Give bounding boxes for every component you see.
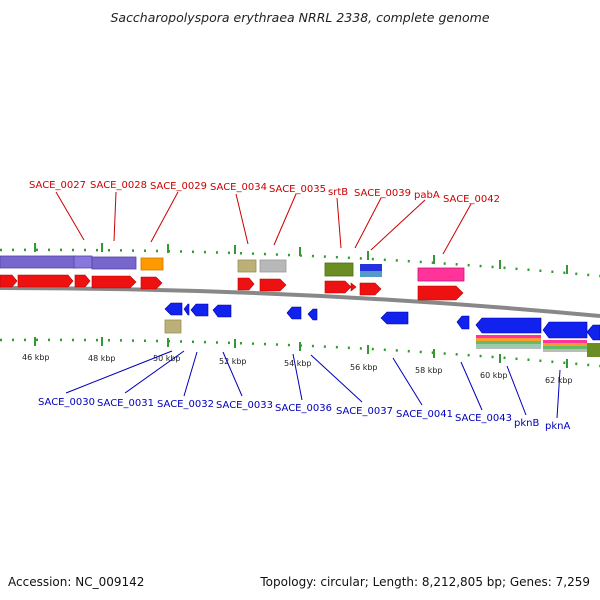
label-connector [556,369,561,419]
reverse-gene-arrow [380,311,409,325]
label-connector [222,351,243,397]
label-connector [460,361,483,411]
label-connector [273,193,297,246]
reverse-gene-arrow [307,308,318,321]
gene-label-bottom: SACE_0033 [216,400,273,411]
tick-label: 52 kbp [219,357,247,366]
label-connector [235,193,249,245]
reverse-gene-arrow [183,303,190,316]
forward-gene-arrow [237,277,255,291]
reverse-gene-arrow [286,306,302,320]
gene-label-top: SACE_0027 [29,180,86,191]
tick-label: 46 kbp [22,353,50,362]
label-connector [292,353,303,401]
reverse-gene-arrow [164,302,183,316]
forward-gene-arrow [417,285,464,301]
tick-label: 54 kbp [284,359,312,368]
label-connector [506,365,527,416]
label-connector [55,191,85,241]
reverse-gene-arrow [212,304,232,318]
gene-label-top: SACE_0039 [354,188,411,199]
gene-label-bottom: SACE_0036 [275,403,332,414]
feature-khaki [237,259,257,273]
feature-khaki [164,319,182,334]
gene-label-bottom: SACE_0041 [396,409,453,420]
gene-label-bottom: pknA [545,421,570,432]
forward-gene-arrow [259,278,287,292]
forward-gene-arrow [324,280,352,294]
forward-gene-arrow [91,275,137,289]
reverse-gene-arrow [475,317,542,334]
label-connector [370,199,426,251]
forward-gene-arrow [0,274,18,288]
label-connector [65,350,173,394]
label-connector [310,354,363,403]
reverse-gene-arrow [586,324,600,341]
gene-label-bottom: pknB [514,418,539,429]
forward-gene-arrow [140,276,163,290]
feature-pink [417,267,465,282]
gene-label-top: SACE_0028 [90,180,147,191]
feature-purple [0,255,77,269]
feature-gray [259,259,287,273]
feature-blue [360,264,382,271]
label-connector [183,351,198,397]
label-connector [442,203,472,255]
tick-label: 50 kbp [153,354,181,363]
feature-purple [73,255,93,269]
accession-text: Accession: NC_009142 [8,575,145,589]
gene-label-bottom: SACE_0032 [157,399,214,410]
feature-lightblue [360,271,382,277]
gene-label-top: pabA [414,190,440,201]
forward-gene-arrow [17,274,74,288]
label-connector [354,197,382,249]
reverse-gene-arrow [456,315,470,330]
reverse-gene-arrow [542,321,588,339]
tick-label: 56 kbp [350,363,378,372]
forward-gene-arrow [359,282,382,296]
gene-label-bottom: SACE_0031 [97,398,154,409]
gene-label-top: SACE_0035 [269,184,326,195]
gene-label-bottom: SACE_0043 [455,413,512,424]
map-title: Saccharopolyspora erythraea NRRL 2338, c… [110,10,490,25]
tick-label: 48 kbp [88,354,116,363]
tick-label: 62 kbp [545,376,573,385]
forward-gene-arrow [74,274,91,288]
feature-orange [140,257,164,271]
genome-backbone [0,286,600,318]
gene-label-top: SACE_0042 [443,194,500,205]
tick-label: 60 kbp [480,371,508,380]
label-connector [392,357,423,406]
label-connector [150,191,179,243]
feature-olive [324,262,354,277]
label-connector [336,197,342,249]
gene-label-top: srtB [328,187,348,198]
feature-purple [91,256,137,270]
tick-label: 58 kbp [415,366,443,375]
label-connector [113,191,117,242]
gene-label-top: SACE_0029 [150,181,207,192]
gene-label-bottom: SACE_0037 [336,406,393,417]
gene-label-top: SACE_0034 [210,182,267,193]
reverse-gene-arrow [190,303,209,317]
label-connector [124,350,185,394]
topology-text: Topology: circular; Length: 8,212,805 bp… [260,575,590,589]
forward-gene-arrow [350,282,357,292]
feature-stack [476,335,600,357]
gene-label-bottom: SACE_0030 [38,397,95,408]
